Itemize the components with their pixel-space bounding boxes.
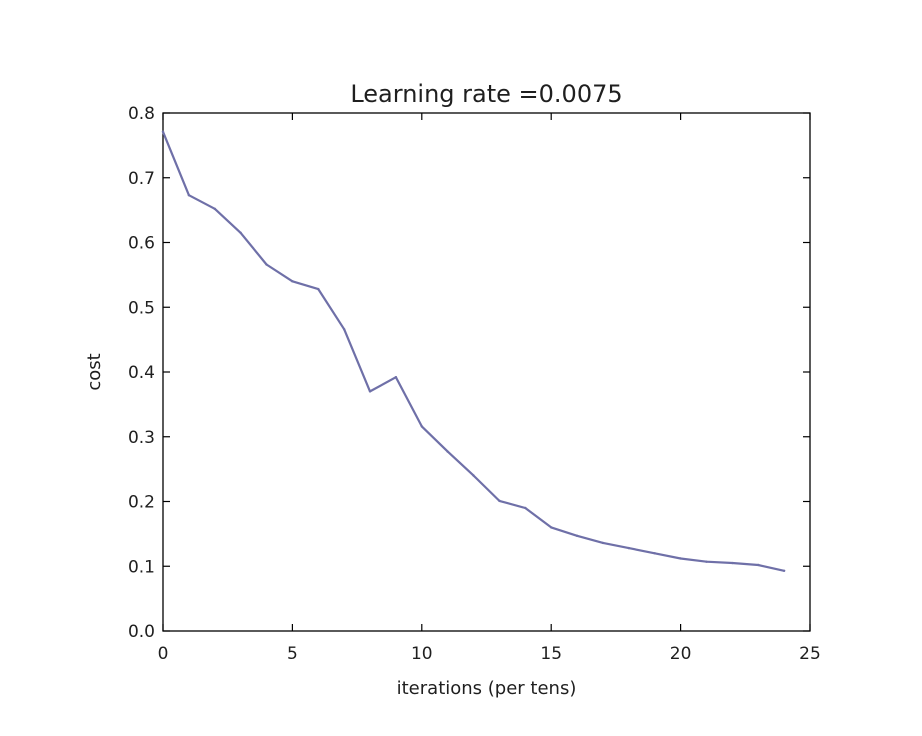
x-axis: 0 5 10 15 20 25 (158, 113, 821, 664)
cost-data-point (757, 563, 760, 567)
cost-data-point (731, 561, 734, 565)
cost-data-point (187, 194, 191, 197)
cost-data-point (653, 552, 656, 555)
cost-data-point (161, 130, 165, 133)
y-tick-label: 0.8 (128, 104, 155, 124)
cost-data-point (524, 506, 527, 510)
cost-data-point (782, 569, 786, 572)
chart-title: Learning rate =0.0075 (350, 80, 622, 108)
y-tick-label: 0.2 (128, 493, 155, 513)
cost-data-point (705, 560, 708, 563)
y-tick-label: 0.3 (128, 428, 155, 448)
x-tick-label: 25 (799, 644, 821, 664)
x-tick-label: 5 (287, 644, 298, 664)
x-tick-label: 0 (158, 644, 169, 664)
cost-data-point (239, 231, 242, 234)
y-tick-label: 0.0 (128, 622, 155, 642)
cost-data-point (575, 534, 579, 538)
cost-data-point (498, 499, 501, 503)
y-tick-label: 0.6 (128, 234, 155, 254)
y-tick-label: 0.5 (128, 298, 155, 318)
cost-data-point (291, 280, 294, 283)
x-axis-label: iterations (per tens) (397, 678, 577, 699)
cost-data-point (317, 287, 320, 291)
y-tick-label: 0.4 (128, 363, 155, 383)
x-tick-label: 20 (670, 644, 692, 664)
cost-data-point (368, 390, 372, 393)
cost-data-point (342, 328, 346, 331)
y-axis-label: cost (84, 353, 105, 390)
plot-area (161, 112, 811, 632)
y-axis: 0.0 0.1 0.2 0.3 0.4 0.5 0.6 0.7 0.8 (128, 104, 810, 642)
cost-data-point (446, 450, 449, 453)
y-tick-label: 0.1 (128, 557, 155, 577)
cost-data-point (472, 474, 475, 477)
y-tick-label: 0.7 (128, 169, 155, 189)
plot-frame (162, 112, 811, 632)
x-tick-label: 15 (540, 644, 562, 664)
cost-data-point (627, 546, 631, 550)
cost-data-point (679, 557, 682, 560)
cost-data-point (601, 541, 605, 545)
x-tick-label: 10 (411, 644, 433, 664)
cost-data-point (265, 263, 268, 266)
cost-data-point (394, 375, 398, 379)
cost-data-point (420, 425, 423, 428)
cost-data-point (213, 207, 216, 211)
cost-data-point (550, 526, 553, 529)
